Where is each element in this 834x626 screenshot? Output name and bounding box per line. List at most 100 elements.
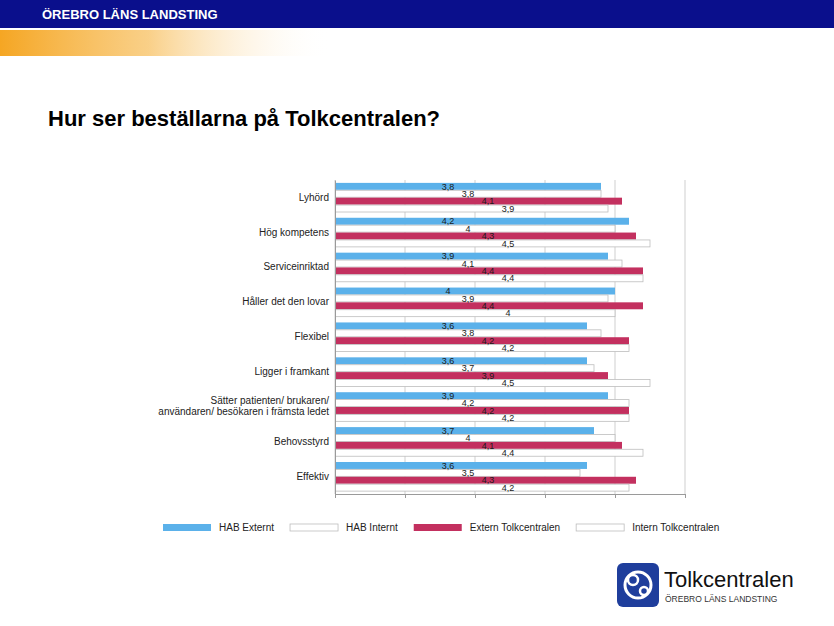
legend-item: HAB Internt [290, 522, 398, 533]
bar [335, 310, 615, 317]
y-axis: Lyhörd Hög kompetens Serviceinriktad Håller… [158, 181, 335, 495]
grid-line [335, 180, 336, 494]
logo-org: ÖREBRO LÄNS LANDSTING [665, 594, 777, 604]
logo-name: Tolkcentralen [664, 567, 794, 592]
data-label: 3,8 [442, 182, 455, 192]
chart-title: Hur ser beställarna på Tolkcentralen? [48, 106, 440, 131]
header-strip [0, 30, 330, 56]
data-label: 4 [465, 224, 470, 234]
x-tick [475, 494, 476, 498]
x-tick-mark [475, 494, 476, 498]
x-tick-mark [685, 494, 686, 498]
y-tick: Ligger i framkant [255, 366, 335, 377]
y-tick-label: Behovsstyrd [274, 436, 329, 447]
y-tick-label: Hög kompetens [259, 227, 329, 238]
data-label: 4,1 [462, 259, 475, 269]
logo-icon-inner [640, 587, 648, 595]
data-label: 4 [465, 433, 470, 443]
legend-item: HAB Externt [163, 522, 274, 533]
x-tick [685, 494, 686, 498]
y-tick: Behovsstyrd [274, 436, 335, 447]
data-label: 3,9 [442, 391, 455, 401]
x-tick [335, 494, 336, 498]
x-tick [545, 494, 546, 498]
data-labels: 3,8 4,2 3,9 4 3,6 3,6 3,9 3,7 3,6 3,8 4 4,1 3,9 3,8 3,… [442, 182, 515, 493]
x-tick-mark [335, 494, 336, 498]
y-tick: Lyhörd [299, 192, 335, 203]
legend-item: Intern Tolkcentralen [576, 522, 719, 533]
data-label: 4,1 [482, 441, 495, 451]
y-tick: Flexibel [295, 331, 335, 342]
y-tick-label: Sätter patienten/ brukaren/användaren/ b… [158, 395, 329, 417]
data-label: 3,9 [462, 294, 475, 304]
data-label: 4,3 [482, 475, 495, 485]
logo-icon [617, 563, 659, 607]
legend-label: Intern Tolkcentralen [632, 522, 719, 533]
bar [335, 288, 615, 295]
data-label: 4,4 [482, 301, 495, 311]
y-tick-label: Flexibel [295, 331, 329, 342]
data-label: 3,7 [462, 363, 475, 373]
bar [335, 198, 622, 205]
logo-icon-ring [625, 572, 651, 598]
logo-icon-inner [628, 575, 638, 585]
legend: HAB Externt HAB Internt Extern Tolkcentral… [163, 522, 719, 533]
data-label: 4,4 [502, 273, 515, 283]
grid-line [685, 180, 686, 494]
data-label: 4 [505, 308, 510, 318]
bar [335, 205, 608, 212]
data-label: 3,9 [482, 371, 495, 381]
y-tick: Serviceinriktad [263, 261, 335, 272]
data-label: 3,9 [442, 251, 455, 261]
data-label: 3,5 [462, 468, 475, 478]
y-tick-label: Håller det den lovar [242, 296, 329, 307]
bar [335, 442, 622, 449]
data-label: 4,4 [482, 266, 495, 276]
y-tick-label: Lyhörd [299, 192, 329, 203]
header-text: ÖREBRO LÄNS LANDSTING [42, 7, 218, 22]
legend-swatch [163, 524, 211, 531]
bar [335, 218, 629, 225]
y-tick: Sätter patienten/ brukaren/användaren/ b… [158, 395, 335, 417]
header-bar [0, 0, 834, 28]
data-label: 4,2 [502, 413, 515, 423]
legend-item: Extern Tolkcentralen [414, 522, 560, 533]
data-label: 4,2 [482, 406, 495, 416]
x-tick [615, 494, 616, 498]
data-label: 4,2 [442, 216, 455, 226]
data-label: 3,9 [502, 204, 515, 214]
legend-swatch [576, 524, 624, 531]
data-label: 4,5 [502, 239, 515, 249]
legend-label: HAB Internt [346, 522, 398, 533]
bar [335, 469, 580, 476]
data-label: 3,8 [462, 328, 475, 338]
legend-label: HAB Externt [219, 522, 274, 533]
data-label: 3,8 [462, 189, 475, 199]
data-label: 4,2 [502, 483, 515, 493]
x-axis-line [336, 495, 686, 499]
y-tick-label: Serviceinriktad [263, 261, 329, 272]
data-label: 4,5 [502, 378, 515, 388]
x-tick-mark [545, 494, 546, 498]
data-label: 4,2 [462, 398, 475, 408]
data-label: 3,6 [442, 461, 455, 471]
logo: Tolkcentralen ÖREBRO LÄNS LANDSTING [617, 563, 794, 607]
x-axis [336, 494, 686, 498]
data-label: 3,6 [442, 321, 455, 331]
y-tick: Hög kompetens [259, 227, 335, 238]
y-axis-line [335, 181, 336, 495]
data-label: 4,3 [482, 231, 495, 241]
bar [335, 225, 615, 232]
y-tick-label: Effektiv [296, 471, 329, 482]
data-label: 3,7 [442, 426, 455, 436]
legend-swatch [414, 524, 462, 531]
bar [335, 260, 622, 267]
data-label: 3,6 [442, 356, 455, 366]
grid [335, 180, 685, 494]
x-tick [405, 494, 406, 498]
slide: ÖREBRO LÄNS LANDSTING Hur ser beställarna… [0, 0, 834, 626]
data-label: 4,4 [502, 448, 515, 458]
data-label: 4 [445, 286, 450, 296]
data-label: 4,2 [502, 343, 515, 353]
data-label: 4,2 [482, 336, 495, 346]
